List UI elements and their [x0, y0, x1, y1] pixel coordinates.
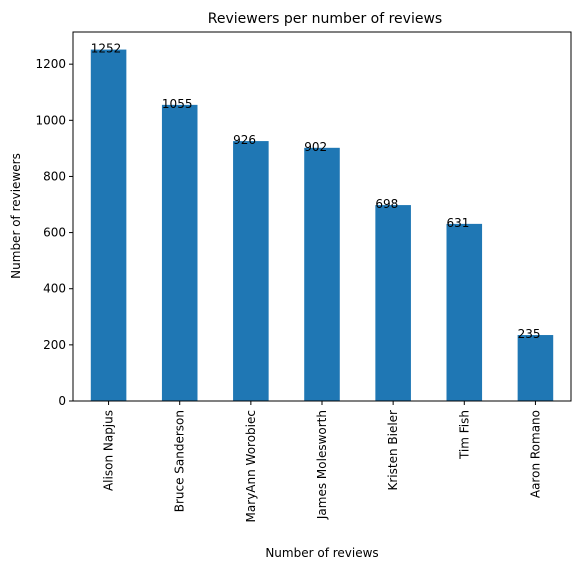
bar-1 — [161, 104, 198, 402]
bar-4 — [375, 205, 411, 401]
x-tick-label-0: Alison Napjus — [102, 410, 116, 491]
x-axis-label: Number of reviews — [265, 546, 378, 560]
y-tick-label-0: 0 — [58, 394, 66, 408]
bar-6 — [517, 335, 554, 401]
x-tick-label-5: Tim Fish — [457, 410, 471, 460]
y-tick-label-5: 1000 — [35, 113, 66, 127]
data-label-0: 1252 — [91, 42, 122, 56]
data-label-4: 698 — [375, 197, 398, 211]
y-axis-label: Number of reviewers — [9, 153, 23, 279]
y-tick-label-2: 400 — [43, 282, 66, 296]
y-tick-label-4: 800 — [43, 169, 66, 183]
x-tick-label-4: Kristen Bieler — [386, 410, 400, 491]
y-tick-label-3: 600 — [43, 226, 66, 240]
chart-title: Reviewers per number of reviews — [208, 11, 442, 27]
plot-frame — [72, 31, 572, 402]
data-label-3: 902 — [304, 140, 327, 154]
x-tick-label-6: Aaron Romano — [528, 410, 542, 498]
bar-3 — [304, 147, 340, 401]
y-tick-label-1: 200 — [43, 338, 66, 352]
data-label-1: 1055 — [162, 97, 193, 111]
data-label-2: 926 — [233, 133, 256, 147]
bar-5 — [446, 223, 483, 401]
y-tick-label-6: 1200 — [35, 57, 66, 71]
data-label-5: 631 — [447, 216, 470, 230]
plot-area: 1252 Alison Napjus 1055 Bruce Sanderson 926 M… — [35, 31, 572, 522]
x-tick-label-2: MaryAnn Worobiec — [244, 410, 258, 522]
x-tick-label-1: Bruce Sanderson — [173, 410, 187, 512]
bar-2 — [233, 141, 269, 401]
bar-0 — [90, 49, 127, 401]
data-label-6: 235 — [518, 327, 541, 341]
x-tick-label-3: James Molesworth — [315, 410, 329, 520]
